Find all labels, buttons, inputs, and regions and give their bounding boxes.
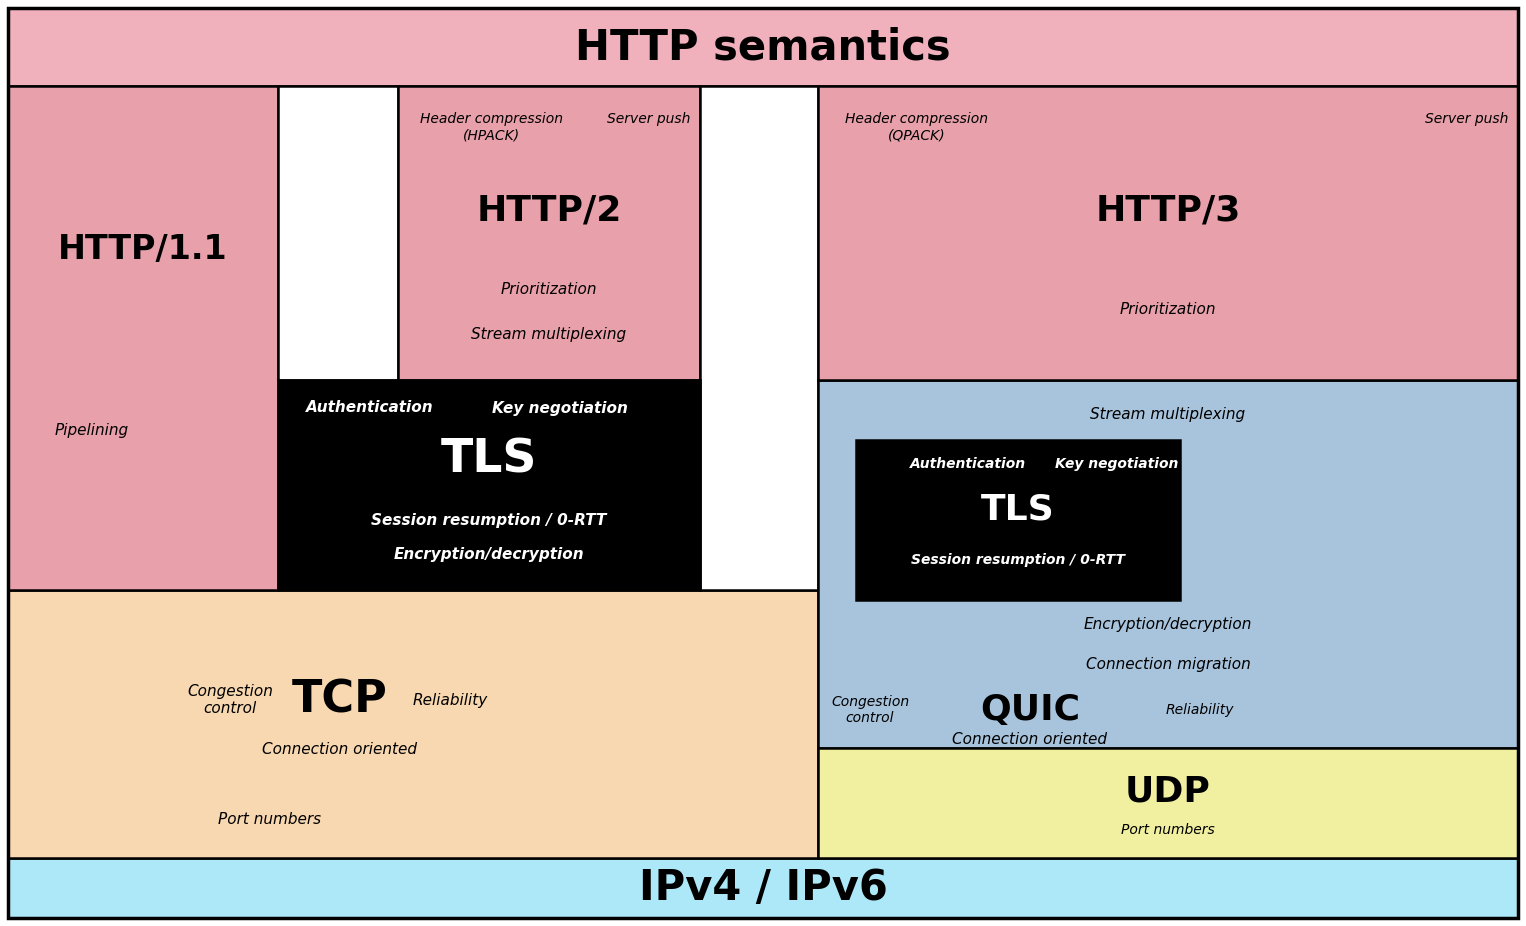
Text: Prioritization: Prioritization — [1120, 303, 1216, 318]
Text: Pipelining: Pipelining — [55, 422, 130, 437]
Text: Stream multiplexing: Stream multiplexing — [472, 328, 627, 343]
Text: Reliability: Reliability — [412, 693, 488, 707]
Text: Server push: Server push — [607, 112, 690, 126]
Bar — [278, 380, 700, 590]
Text: Key negotiation: Key negotiation — [1054, 457, 1178, 471]
Text: HTTP semantics: HTTP semantics — [575, 26, 951, 68]
Text: Port numbers: Port numbers — [218, 812, 322, 828]
Text: TLS: TLS — [441, 437, 537, 482]
Bar — [278, 86, 398, 380]
Text: Header compression
(HPACK): Header compression (HPACK) — [420, 112, 563, 143]
Text: Encryption/decryption: Encryption/decryption — [1083, 618, 1253, 632]
Bar — [398, 86, 700, 380]
Text: QUIC: QUIC — [980, 693, 1080, 727]
Text: Port numbers: Port numbers — [1122, 823, 1215, 837]
Text: IPv4 / IPv6: IPv4 / IPv6 — [638, 867, 888, 909]
Text: Session resumption / 0-RTT: Session resumption / 0-RTT — [371, 512, 607, 528]
Bar — [8, 590, 818, 858]
Text: Encryption/decryption: Encryption/decryption — [394, 547, 584, 562]
Text: Prioritization: Prioritization — [501, 282, 597, 297]
Text: Header compression
(QPACK): Header compression (QPACK) — [845, 112, 987, 143]
Text: Session resumption / 0-RTT: Session resumption / 0-RTT — [911, 553, 1125, 567]
Bar — [856, 440, 1180, 600]
Bar — [8, 8, 1518, 86]
Text: Key negotiation: Key negotiation — [491, 401, 627, 416]
Bar — [8, 858, 1518, 918]
Text: Congestion
control: Congestion control — [188, 683, 273, 716]
Text: Reliability: Reliability — [1166, 703, 1235, 717]
Text: Connection migration: Connection migration — [1085, 657, 1250, 672]
Bar — [818, 748, 1518, 858]
Text: UDP: UDP — [1125, 775, 1212, 809]
Text: TLS: TLS — [981, 493, 1054, 527]
Text: Connection oriented: Connection oriented — [262, 743, 418, 757]
Bar — [818, 380, 1518, 748]
Text: TCP: TCP — [291, 679, 388, 721]
Text: Stream multiplexing: Stream multiplexing — [1091, 407, 1245, 422]
Text: Authentication: Authentication — [307, 401, 433, 416]
Bar — [818, 86, 1518, 380]
Bar — [8, 86, 278, 590]
Text: Congestion
control: Congestion control — [832, 694, 909, 725]
Text: Server push: Server push — [1425, 112, 1508, 126]
Bar — [700, 86, 818, 590]
Text: HTTP/1.1: HTTP/1.1 — [58, 233, 227, 267]
Text: HTTP/2: HTTP/2 — [476, 193, 621, 227]
Text: Connection oriented: Connection oriented — [952, 732, 1108, 747]
Text: HTTP/3: HTTP/3 — [1096, 193, 1241, 227]
Text: Authentication: Authentication — [909, 457, 1025, 471]
